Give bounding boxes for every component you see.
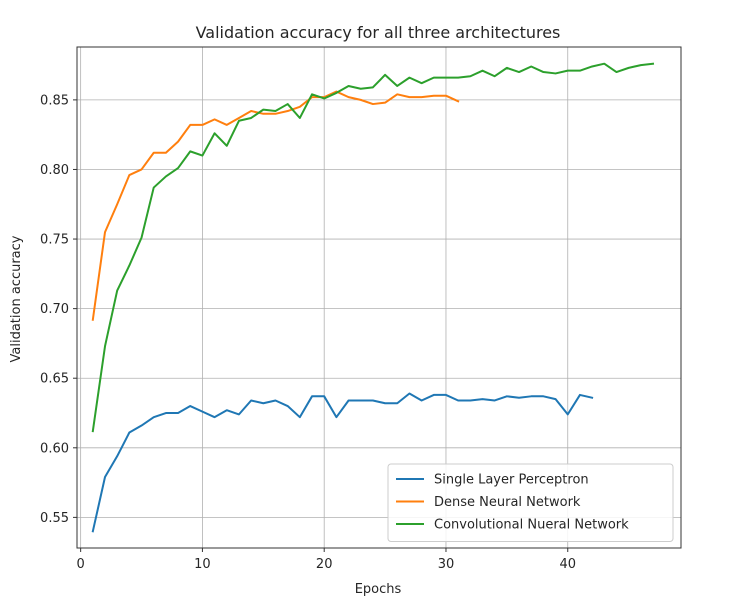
x-tick-label: 30 <box>438 557 455 572</box>
x-tick-label: 10 <box>194 557 211 572</box>
y-tick-label: 0.60 <box>40 441 69 456</box>
y-axis-label: Validation accuracy <box>9 235 24 362</box>
y-tick-label: 0.70 <box>40 302 69 317</box>
legend-box <box>387 463 674 542</box>
x-tick-label: 20 <box>316 557 333 572</box>
series-line-3 <box>91 62 655 433</box>
series-layer <box>91 62 655 533</box>
legend-label: Dense Neural Network <box>434 495 581 510</box>
x-tick-label: 0 <box>77 557 85 572</box>
y-tick-label: 0.85 <box>40 93 69 108</box>
x-axis-label: Epochs <box>355 582 402 597</box>
legend-label: Convolutional Nueral Network <box>434 518 629 533</box>
y-tick-label: 0.75 <box>40 233 69 248</box>
series-line-1 <box>91 392 594 533</box>
y-tick-label: 0.55 <box>40 511 69 526</box>
legend: Single Layer Perceptron Dense Neural Netw… <box>387 463 674 542</box>
y-tick-label: 0.80 <box>40 163 69 178</box>
series-line-2 <box>91 90 460 321</box>
chart-title: Validation accuracy for all three archit… <box>196 23 561 42</box>
grid-lines <box>77 47 681 548</box>
y-tick-label: 0.65 <box>40 372 69 387</box>
axis-ticks: 0 10 20 30 40 0.55 0.60 0.65 0.70 0.75 0.80 0.85 <box>40 93 576 572</box>
legend-label: Single Layer Perceptron <box>434 473 589 488</box>
axes-frame <box>76 46 682 549</box>
x-tick-label: 40 <box>559 557 576 572</box>
